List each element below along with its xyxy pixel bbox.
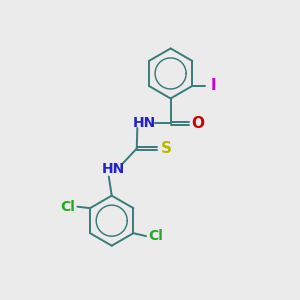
Text: HN: HN bbox=[133, 116, 156, 130]
Text: I: I bbox=[211, 79, 217, 94]
Text: Cl: Cl bbox=[148, 229, 163, 243]
Text: HN: HN bbox=[102, 162, 125, 176]
Text: O: O bbox=[191, 116, 205, 131]
Text: Cl: Cl bbox=[61, 200, 75, 214]
Text: S: S bbox=[161, 141, 172, 156]
